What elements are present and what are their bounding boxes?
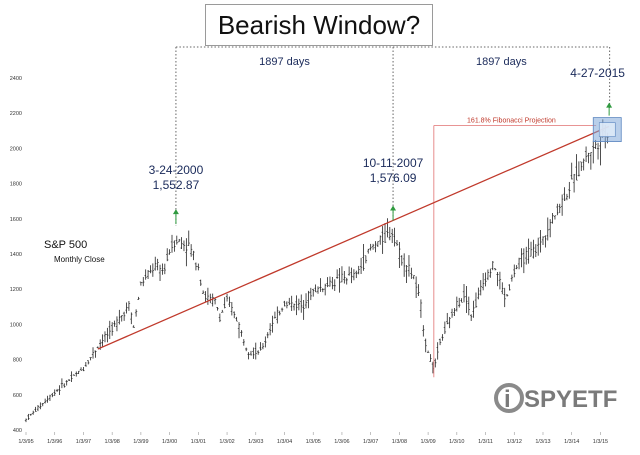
y-tick-label: 2200 bbox=[10, 111, 22, 117]
up-arrow-icon bbox=[390, 205, 397, 211]
fib-label: 161.8% Fibonacci Projection bbox=[467, 118, 556, 125]
y-tick-label: 2400 bbox=[10, 76, 22, 82]
x-tick-label: 1/3/02 bbox=[219, 439, 234, 445]
span-label-2: 1897 days bbox=[476, 56, 527, 68]
peak2-date: 10-11-2007 bbox=[363, 156, 424, 170]
x-tick-label: 1/3/98 bbox=[105, 439, 120, 445]
x-tick-label: 1/3/08 bbox=[392, 439, 407, 445]
series-sublabel: Monthly Close bbox=[54, 255, 105, 264]
y-tick-label: 1000 bbox=[10, 322, 22, 328]
logo-text: SPYETF bbox=[524, 386, 617, 413]
x-tick-label: 1/3/12 bbox=[507, 439, 522, 445]
x-tick-label: 1/3/09 bbox=[420, 439, 435, 445]
x-tick-label: 1/3/96 bbox=[47, 439, 62, 445]
chart-title: Bearish Window? bbox=[205, 4, 433, 46]
x-tick-label: 1/3/11 bbox=[478, 439, 493, 445]
x-tick-label: 1/3/14 bbox=[564, 439, 579, 445]
target-date: 4-27-2015 bbox=[570, 66, 625, 80]
y-tick-label: 1600 bbox=[10, 217, 22, 223]
y-tick-label: 600 bbox=[13, 393, 22, 399]
up-arrow-icon bbox=[606, 102, 613, 108]
x-tick-label: 1/3/95 bbox=[18, 439, 33, 445]
trend-line bbox=[97, 125, 610, 350]
target-box-inner bbox=[598, 122, 616, 137]
x-tick-label: 1/3/13 bbox=[535, 439, 550, 445]
ispyetf-logo: i SPYETF bbox=[494, 383, 617, 413]
logo-ring-icon bbox=[494, 383, 524, 413]
x-tick-label: 1/3/07 bbox=[363, 439, 378, 445]
y-tick-label: 800 bbox=[13, 358, 22, 364]
peak1-value: 1,552.87 bbox=[153, 178, 200, 192]
target-window-box bbox=[592, 117, 622, 142]
x-tick-label: 1/3/04 bbox=[277, 439, 292, 445]
y-axis: 400 600 800 1000 1200 1400 1600 1800 2000 2200 240… bbox=[10, 76, 22, 434]
x-tick-label: 1/3/97 bbox=[76, 439, 91, 445]
x-tick-label: 1/3/06 bbox=[334, 439, 349, 445]
peak1-date: 3-24-2000 bbox=[149, 163, 204, 177]
price-bars bbox=[24, 119, 609, 423]
peak2-value: 1,576.09 bbox=[370, 171, 417, 185]
x-tick-label: 1/3/00 bbox=[162, 439, 177, 445]
span-label-1: 1897 days bbox=[259, 56, 310, 68]
up-arrow-icon bbox=[172, 209, 179, 215]
y-tick-label: 1400 bbox=[10, 252, 22, 258]
series-label: S&P 500 bbox=[44, 239, 87, 251]
x-tick-label: 1/3/99 bbox=[133, 439, 148, 445]
peak-arrows bbox=[172, 102, 613, 225]
logo-i-text: i bbox=[504, 386, 511, 413]
x-tick-label: 1/3/03 bbox=[248, 439, 263, 445]
x-tick-label: 1/3/10 bbox=[449, 439, 464, 445]
x-axis: 1/3/95 1/3/96 1/3/97 1/3/98 1/3/99 1/3/00 1/3/… bbox=[18, 432, 608, 445]
y-tick-label: 400 bbox=[13, 428, 22, 434]
y-tick-label: 1800 bbox=[10, 182, 22, 188]
x-tick-label: 1/3/05 bbox=[306, 439, 321, 445]
x-tick-label: 1/3/15 bbox=[593, 439, 608, 445]
y-tick-label: 2000 bbox=[10, 146, 22, 152]
y-tick-label: 1200 bbox=[10, 287, 22, 293]
x-tick-label: 1/3/01 bbox=[191, 439, 206, 445]
